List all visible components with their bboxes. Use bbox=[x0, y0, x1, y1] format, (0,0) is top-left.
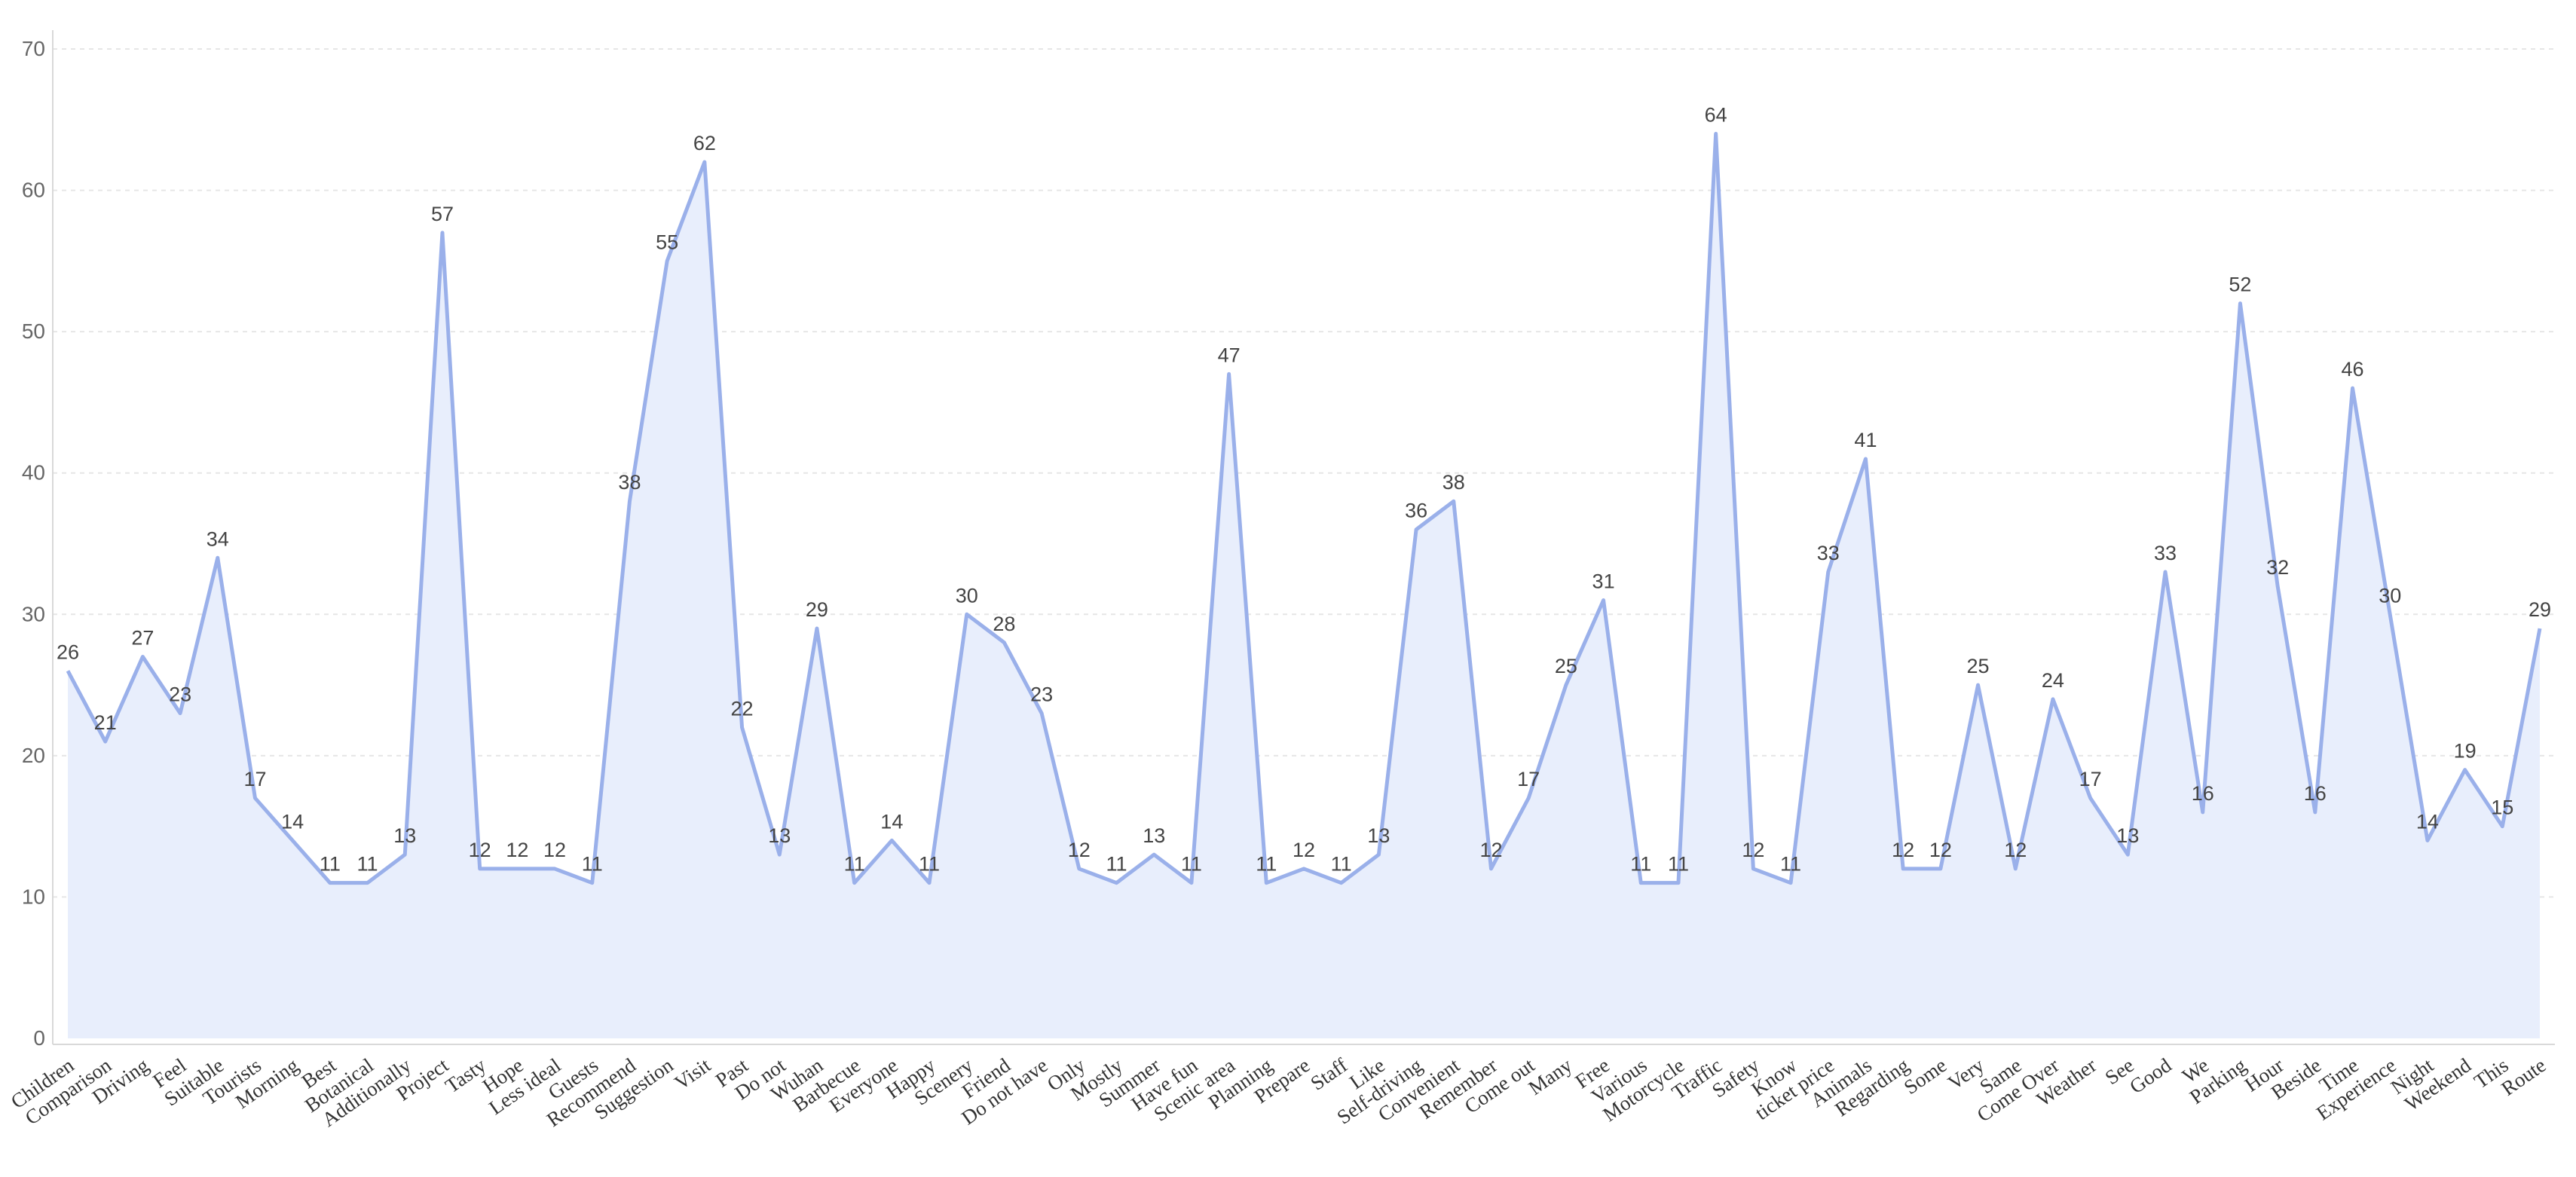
data-label: 12 bbox=[506, 839, 528, 861]
y-tick-label: 50 bbox=[22, 319, 45, 343]
data-label: 34 bbox=[207, 527, 229, 550]
data-label: 36 bbox=[1405, 500, 1427, 522]
data-label: 11 bbox=[1780, 853, 1801, 876]
data-label: 25 bbox=[1967, 655, 1990, 677]
x-axis-ticks: ChildrenComparisonDrivingFeelSuitableTou… bbox=[7, 1053, 2550, 1131]
data-label: 41 bbox=[1854, 429, 1877, 451]
x-tick-label: Good bbox=[2125, 1053, 2176, 1098]
x-tick-label: Some bbox=[1900, 1053, 1951, 1099]
data-label: 30 bbox=[956, 584, 978, 607]
data-label: 16 bbox=[2192, 782, 2214, 805]
data-label: 14 bbox=[880, 810, 903, 833]
data-label: 12 bbox=[1293, 839, 1315, 861]
data-label: 64 bbox=[1705, 104, 1727, 127]
data-label: 55 bbox=[656, 231, 678, 253]
data-label: 38 bbox=[1442, 471, 1465, 494]
data-label: 38 bbox=[618, 471, 641, 494]
y-tick-label: 0 bbox=[33, 1026, 45, 1050]
data-label: 12 bbox=[1929, 839, 1952, 861]
data-label: 12 bbox=[1742, 839, 1764, 861]
series-area bbox=[68, 133, 2540, 1039]
data-label: 12 bbox=[1068, 839, 1091, 861]
data-label: 17 bbox=[2079, 768, 2102, 790]
data-label: 21 bbox=[94, 711, 117, 734]
data-label: 16 bbox=[2304, 782, 2327, 805]
data-label: 11 bbox=[1630, 853, 1651, 876]
data-label: 22 bbox=[731, 697, 754, 720]
data-label: 23 bbox=[1030, 683, 1053, 706]
data-label: 33 bbox=[1817, 542, 1840, 564]
data-label: 26 bbox=[57, 640, 79, 663]
y-tick-label: 20 bbox=[22, 744, 45, 767]
data-label: 11 bbox=[582, 853, 603, 876]
data-label: 47 bbox=[1218, 344, 1241, 366]
series-line bbox=[66, 132, 2542, 885]
x-tick-label: Many bbox=[1525, 1053, 1577, 1099]
data-label: 23 bbox=[169, 683, 191, 706]
data-label: 32 bbox=[2266, 556, 2289, 579]
data-label: 11 bbox=[844, 853, 865, 876]
data-label: 11 bbox=[1668, 853, 1689, 876]
y-tick-label: 30 bbox=[22, 602, 45, 625]
y-tick-label: 60 bbox=[22, 179, 45, 202]
x-tick-label: Route bbox=[2497, 1053, 2550, 1100]
data-label: 13 bbox=[1367, 824, 1390, 847]
data-label: 29 bbox=[806, 598, 828, 621]
data-label: 13 bbox=[1143, 824, 1165, 847]
data-label: 11 bbox=[919, 853, 940, 876]
data-label: 13 bbox=[393, 824, 416, 847]
data-label: 11 bbox=[1331, 853, 1352, 876]
data-label: 12 bbox=[2004, 839, 2027, 861]
data-label: 12 bbox=[469, 839, 491, 861]
y-axis-ticks: 0 10 20 30 40 50 60 70 bbox=[22, 37, 45, 1050]
data-label: 28 bbox=[993, 613, 1015, 635]
data-label: 11 bbox=[1106, 853, 1127, 876]
data-label: 62 bbox=[693, 132, 716, 154]
data-label: 30 bbox=[2379, 584, 2401, 607]
data-label: 25 bbox=[1555, 655, 1577, 677]
data-label: 46 bbox=[2341, 358, 2363, 381]
x-tick-label: Staff bbox=[1306, 1053, 1351, 1094]
y-tick-label: 70 bbox=[22, 37, 45, 60]
data-label: 52 bbox=[2229, 274, 2251, 296]
data-label: 11 bbox=[320, 853, 341, 876]
data-label: 27 bbox=[131, 627, 154, 650]
data-label: 14 bbox=[281, 810, 304, 833]
data-label: 31 bbox=[1592, 570, 1615, 593]
y-tick-label: 40 bbox=[22, 461, 45, 485]
grid-layer bbox=[52, 30, 2555, 1045]
y-tick-label: 10 bbox=[22, 885, 45, 908]
data-label: 14 bbox=[2416, 810, 2439, 833]
data-label-layer: 26 21 27 23 34 17 14 11 11 13 57 12 12 12 11 38 55 62 22 13… bbox=[57, 104, 2551, 876]
data-label: 11 bbox=[1256, 853, 1277, 876]
data-label: 15 bbox=[2491, 796, 2513, 819]
data-label: 33 bbox=[2154, 542, 2177, 564]
data-label: 11 bbox=[357, 853, 378, 876]
area-layer bbox=[66, 132, 2542, 1039]
data-label: 17 bbox=[243, 768, 266, 790]
data-label: 29 bbox=[2529, 598, 2551, 621]
data-label: 12 bbox=[543, 839, 566, 861]
data-label: 57 bbox=[431, 203, 454, 225]
data-label: 17 bbox=[1517, 768, 1540, 790]
data-label: 13 bbox=[2116, 824, 2139, 847]
data-label: 12 bbox=[1892, 839, 1914, 861]
data-label: 24 bbox=[2042, 669, 2064, 692]
data-label: 19 bbox=[2454, 740, 2477, 763]
data-label: 11 bbox=[1181, 853, 1202, 876]
x-tick-label: Visit bbox=[670, 1053, 714, 1094]
data-label: 12 bbox=[1479, 839, 1502, 861]
data-label: 13 bbox=[768, 824, 791, 847]
